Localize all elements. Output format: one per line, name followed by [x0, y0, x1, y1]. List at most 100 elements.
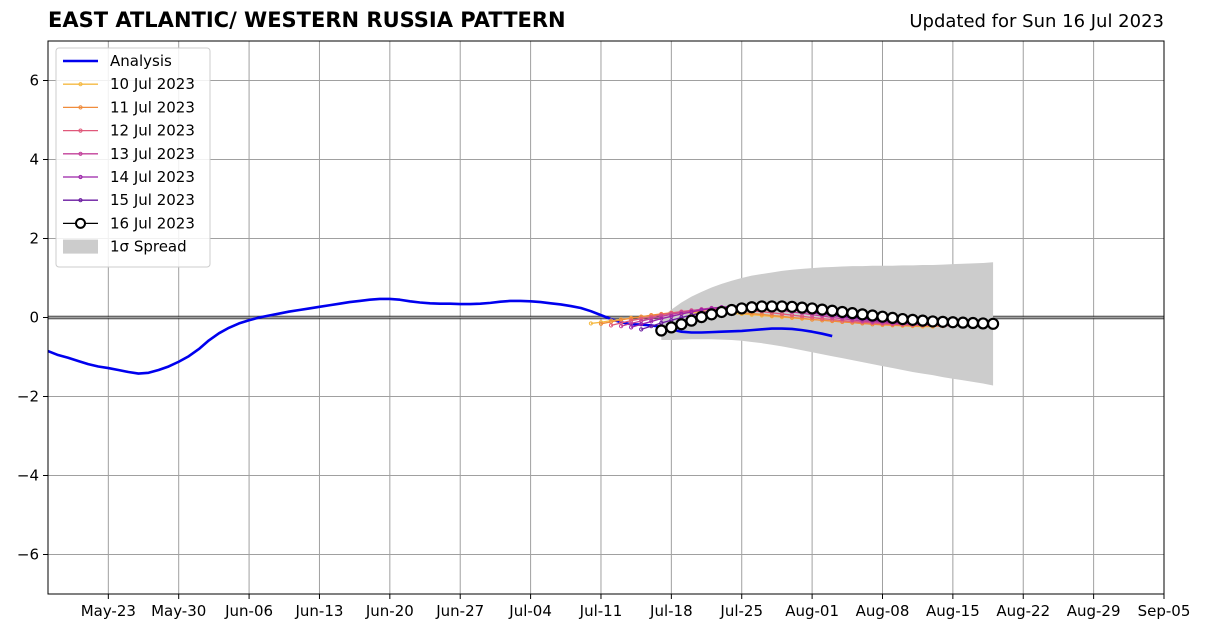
forecast-point	[639, 322, 644, 327]
legend-label: 13 Jul 2023	[110, 145, 195, 163]
x-tick-label: Aug-01	[785, 602, 839, 620]
y-tick-label: 4	[29, 151, 39, 169]
forecast-point	[866, 309, 879, 322]
x-tick-label: Aug-15	[926, 602, 980, 620]
forecast-point	[976, 317, 990, 330]
legend-marker	[78, 151, 83, 156]
forecast-point	[735, 302, 748, 315]
forecast-point	[826, 304, 839, 317]
legend-marker	[78, 82, 83, 87]
forecast-point	[629, 325, 634, 330]
legend-label: 12 Jul 2023	[110, 122, 195, 140]
forecast-point	[946, 316, 959, 329]
x-tick-label: May-30	[151, 602, 206, 620]
legend-marker	[78, 128, 83, 133]
x-tick-label: Jun-20	[365, 602, 414, 620]
axes-frame	[47, 40, 1165, 595]
legend-label: 15 Jul 2023	[110, 191, 195, 209]
legend-marker	[75, 217, 86, 229]
forecast-point	[775, 300, 789, 313]
forecast-point	[655, 324, 668, 337]
y-tick-label: 2	[29, 230, 39, 248]
forecast-point	[649, 319, 654, 324]
y-tick-label: −2	[17, 388, 39, 406]
forecast-point	[639, 327, 644, 332]
forecast-point	[598, 320, 604, 325]
forecast-point	[789, 315, 795, 320]
x-tick-label: Sep-05	[1138, 602, 1191, 620]
legend-label: 10 Jul 2023	[110, 75, 195, 93]
forecast-point	[618, 324, 624, 329]
legend-label: 16 Jul 2023	[110, 214, 195, 232]
forecast-point	[659, 314, 664, 319]
forecast-point	[856, 308, 869, 321]
legend-label: Analysis	[110, 52, 172, 70]
forecast-point	[725, 303, 738, 317]
forecast-point	[916, 314, 929, 327]
updated-label: Updated for Sun 16 Jul 2023	[909, 11, 1164, 32]
y-tick-label: −6	[17, 546, 39, 564]
forecast-point	[649, 324, 654, 329]
forecast-point	[966, 316, 980, 330]
forecast-point	[695, 311, 708, 324]
forecast-point	[629, 316, 634, 321]
forecast-line	[610, 308, 953, 327]
forecast-point	[665, 321, 678, 334]
legend-marker	[78, 105, 83, 110]
x-tick-label: May-23	[81, 602, 136, 620]
chart-title: EAST ATLANTIC/ WESTERN RUSSIA PATTERN	[48, 8, 566, 32]
y-tick-label: 6	[29, 72, 39, 90]
forecast-point	[785, 300, 799, 313]
legend-label: 11 Jul 2023	[110, 98, 195, 116]
legend-box	[55, 47, 211, 268]
x-tick-label: Aug-08	[856, 602, 910, 620]
forecast-point	[715, 305, 728, 319]
forecast-point	[588, 321, 594, 326]
x-tick-label: Jun-13	[294, 602, 343, 620]
forecast-point	[806, 302, 819, 315]
x-tick-label: Jul-04	[508, 602, 552, 620]
y-tick-label: −4	[17, 467, 39, 485]
x-tick-label: Jun-06	[224, 602, 273, 620]
legend-marker	[78, 174, 83, 180]
forecast-point	[956, 316, 970, 329]
forecast-point	[685, 314, 698, 327]
forecast-point	[745, 301, 758, 314]
spread-band	[661, 262, 994, 386]
analysis-line	[47, 297, 833, 375]
forecast-point	[836, 305, 849, 319]
forecast-point	[936, 315, 949, 328]
forecast-point	[986, 317, 1000, 330]
forecast-point	[598, 321, 604, 326]
forecast-point	[795, 301, 809, 314]
legend-swatch	[63, 239, 98, 254]
forecast-point	[765, 300, 778, 313]
x-tick-label: Aug-29	[1067, 602, 1121, 620]
forecast-point	[639, 316, 644, 321]
forecast-point	[896, 312, 909, 326]
forecast-point	[669, 314, 674, 319]
forecast-point	[906, 313, 919, 326]
forecast-point	[659, 316, 664, 321]
x-tick-label: Jul-11	[579, 602, 623, 620]
legend-label: 1σ Spread	[110, 238, 187, 256]
legend-marker	[78, 198, 83, 203]
x-tick-label: Jun-27	[435, 602, 484, 620]
forecast-point	[846, 307, 859, 320]
forecast-point	[926, 315, 939, 328]
forecast-point	[816, 303, 829, 316]
legend-label: 14 Jul 2023	[110, 168, 195, 186]
x-tick-label: Jul-18	[649, 602, 693, 620]
forecast-point	[608, 323, 614, 328]
forecast-point	[779, 314, 785, 319]
forecast-point	[629, 321, 634, 326]
x-tick-label: Jul-25	[719, 602, 763, 620]
y-tick-label: 0	[29, 309, 39, 327]
forecast-point	[755, 300, 768, 313]
x-tick-label: Aug-22	[996, 602, 1050, 620]
forecast-point	[675, 318, 688, 331]
forecast-point	[876, 310, 889, 323]
forecast-point	[886, 311, 899, 324]
forecast-line	[600, 310, 943, 327]
